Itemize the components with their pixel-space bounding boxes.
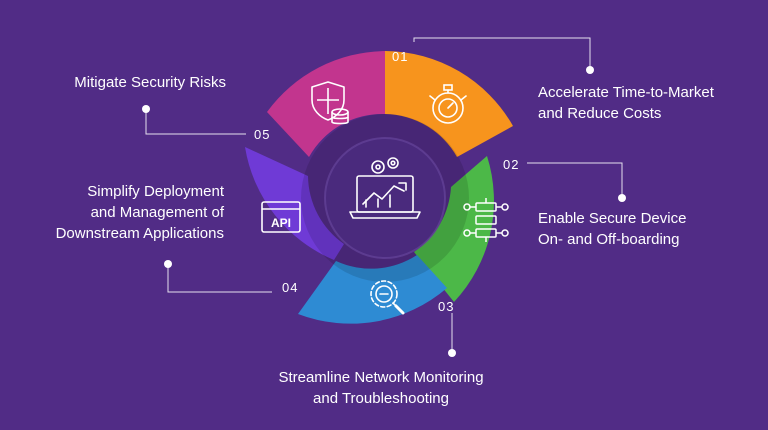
segment-02 <box>414 156 494 302</box>
network-nodes-icon <box>463 198 509 242</box>
label-05-line-1: Mitigate Security Risks <box>74 74 226 91</box>
label-02-line-1: Enable Secure Device <box>538 210 687 227</box>
connector-dot-01 <box>586 66 594 74</box>
connector-dot-04 <box>164 260 172 268</box>
api-icon-text: API <box>271 216 291 230</box>
segment-04 <box>245 147 344 260</box>
connector-dot-05 <box>142 105 150 113</box>
label-04-line-1: Simplify Deployment <box>87 183 224 200</box>
label-04-line-2: and Management of <box>90 204 224 221</box>
label-03-line-1: Streamline Network Monitoring <box>278 369 484 386</box>
connector-line-05 <box>145 110 246 135</box>
label-03-line-2: and Troubleshooting <box>313 390 449 407</box>
stopwatch-gear-icon <box>429 84 467 124</box>
label-04-line-3: Downstream Applications <box>55 225 224 242</box>
label-04: Simplify Deployment and Management of Do… <box>24 181 224 244</box>
segment-01 <box>385 51 513 157</box>
center-disc-outline <box>324 137 446 259</box>
label-01-line-1: Accelerate Time-to-Market <box>538 84 714 101</box>
segment-number-02: 02 <box>503 157 520 172</box>
laptop-analytics-icon <box>349 157 421 219</box>
shield-database-icon <box>311 81 349 125</box>
connector-line-01 <box>413 37 591 68</box>
connector-line-02 <box>527 162 623 196</box>
connector-dot-02 <box>618 194 626 202</box>
label-03: Streamline Network Monitoring and Troubl… <box>256 367 506 409</box>
magnifier-gear-icon <box>370 280 405 315</box>
label-02: Enable Secure Device On- and Off-boardin… <box>538 208 686 250</box>
segment-05 <box>267 51 385 157</box>
connector-dot-03 <box>448 349 456 357</box>
connector-line-04 <box>167 264 272 293</box>
label-01: Accelerate Time-to-Market and Reduce Cos… <box>538 82 714 124</box>
label-01-line-2: and Reduce Costs <box>538 105 662 122</box>
label-02-line-2: On- and Off-boarding <box>538 231 680 248</box>
segment-number-01: 01 <box>392 49 409 64</box>
segment-number-04: 04 <box>282 280 299 295</box>
label-05: Mitigate Security Risks <box>24 72 226 93</box>
segment-number-05: 05 <box>254 127 271 142</box>
api-window-icon: API <box>261 201 301 233</box>
center-disc <box>325 138 445 258</box>
segment-number-03: 03 <box>438 299 455 314</box>
